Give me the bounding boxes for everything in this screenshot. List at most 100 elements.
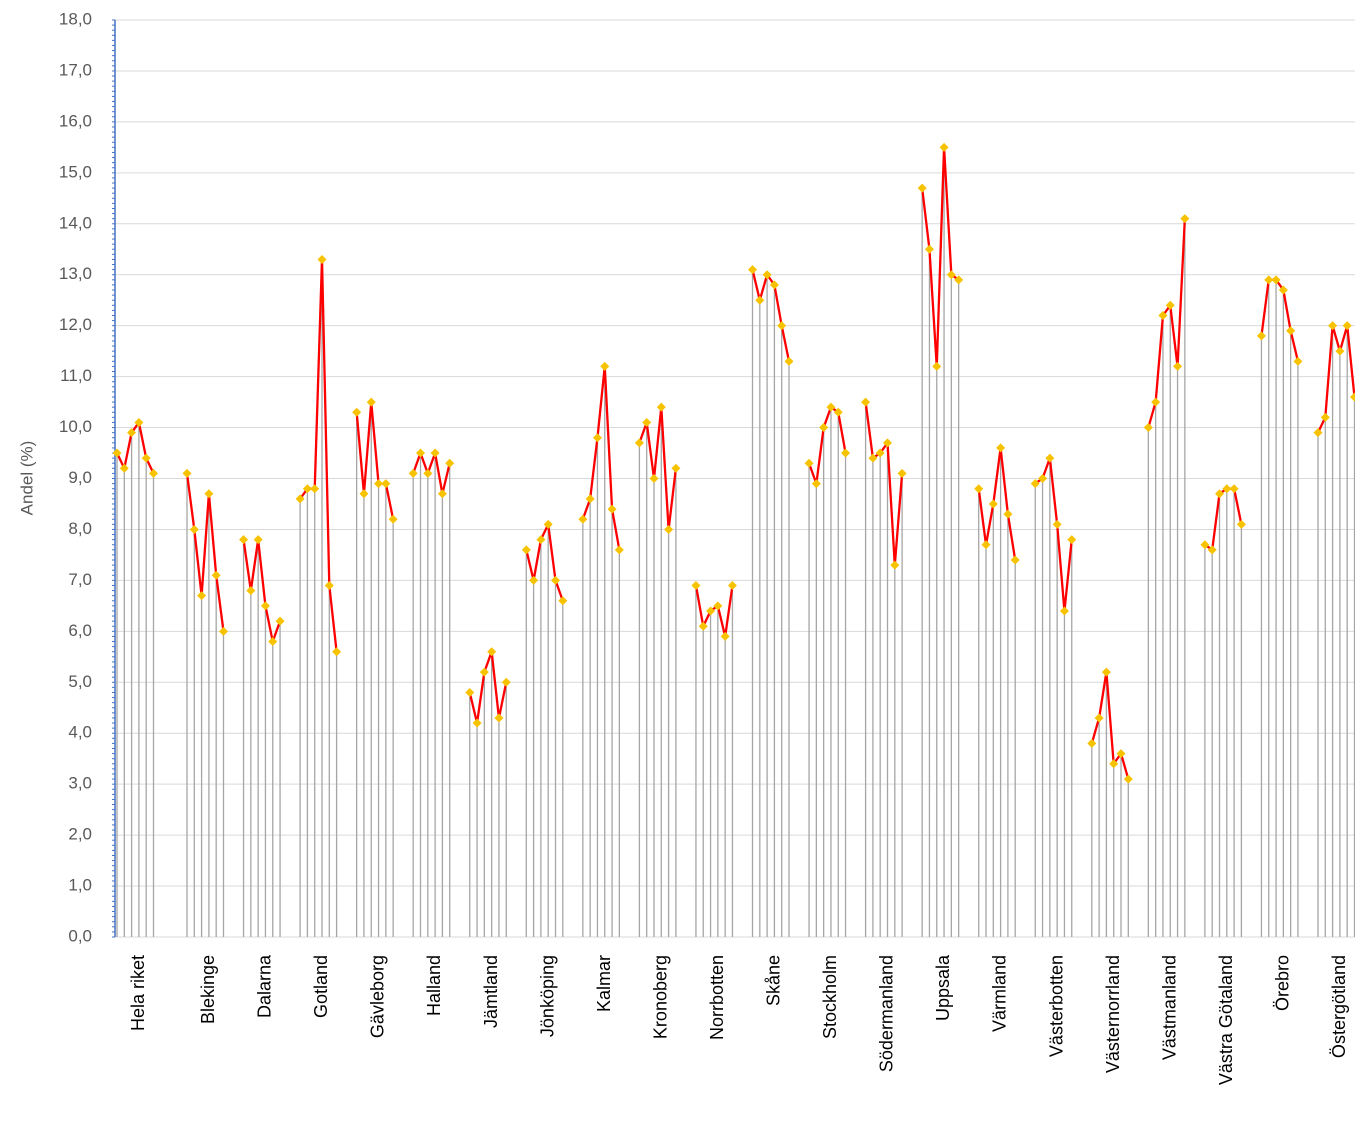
marker <box>981 540 991 550</box>
marker <box>408 468 418 478</box>
marker <box>219 626 228 636</box>
marker <box>119 463 129 473</box>
y-tick-label: 1,0 <box>68 876 92 895</box>
y-tick-label: 8,0 <box>68 519 92 538</box>
line <box>468 651 508 724</box>
marker <box>1158 310 1168 320</box>
marker <box>1229 484 1239 494</box>
marker <box>260 601 270 611</box>
marker <box>1328 321 1338 331</box>
marker <box>1293 356 1303 366</box>
y-tick-label: 17,0 <box>59 60 92 79</box>
y-tick-label: 15,0 <box>59 162 92 181</box>
marker <box>826 402 836 412</box>
marker <box>1052 519 1062 529</box>
marker <box>811 479 821 489</box>
line <box>807 405 847 484</box>
marker <box>310 484 320 494</box>
marker <box>197 591 207 601</box>
y-tick-label: 14,0 <box>59 213 92 232</box>
marker <box>720 631 730 641</box>
marker <box>543 519 553 529</box>
x-tick-label: Hela riket <box>128 955 148 1031</box>
marker <box>656 402 666 412</box>
y-tick-label: 6,0 <box>68 621 92 640</box>
marker <box>445 458 455 468</box>
marker <box>189 524 199 534</box>
marker <box>381 479 391 489</box>
marker <box>1313 428 1323 438</box>
marker <box>932 361 942 371</box>
y-tick-label: 5,0 <box>68 672 92 691</box>
marker <box>1173 361 1183 371</box>
marker <box>275 616 285 626</box>
x-tick-label: Örebro <box>1272 955 1292 1011</box>
line <box>921 147 960 367</box>
marker <box>430 448 440 458</box>
marker <box>437 489 447 499</box>
marker <box>465 687 475 697</box>
marker <box>494 713 504 723</box>
x-tick-label: Kronoberg <box>650 955 670 1039</box>
y-tick-label: 9,0 <box>68 468 92 487</box>
marker <box>239 535 249 545</box>
line <box>751 269 791 362</box>
marker <box>182 468 192 478</box>
marker <box>149 468 158 478</box>
marker <box>974 484 984 494</box>
marker <box>1045 453 1055 463</box>
marker <box>529 575 539 585</box>
marker <box>698 621 708 631</box>
y-tick-label: 12,0 <box>59 315 92 334</box>
y-tick-label: 10,0 <box>59 417 92 436</box>
marker <box>946 270 956 280</box>
line <box>977 447 1017 561</box>
marker <box>804 458 814 468</box>
x-tick-label: Norrbotten <box>707 955 727 1040</box>
y-tick-label: 16,0 <box>59 111 92 130</box>
marker <box>713 601 723 611</box>
marker <box>634 438 644 448</box>
marker <box>127 428 137 438</box>
marker <box>1109 759 1119 769</box>
marker <box>1271 275 1281 285</box>
marker <box>1335 346 1345 356</box>
marker <box>253 535 263 545</box>
marker <box>868 453 878 463</box>
marker <box>521 545 531 555</box>
marker <box>1094 713 1104 723</box>
x-tick-label: Västerbotten <box>1046 955 1066 1057</box>
line <box>412 448 451 495</box>
x-tick-label: Västmanland <box>1159 955 1179 1060</box>
marker <box>423 468 433 478</box>
marker <box>755 295 765 305</box>
marker <box>295 494 305 504</box>
marker <box>1030 479 1040 489</box>
x-tick-label: Jämtland <box>481 955 501 1028</box>
marker <box>134 417 144 427</box>
line <box>1090 671 1130 780</box>
marker <box>649 474 659 483</box>
line <box>638 407 678 530</box>
marker <box>1101 667 1111 677</box>
marker <box>1200 540 1210 550</box>
marker <box>897 468 907 478</box>
marker <box>487 647 497 657</box>
x-tick-label: Jönköping <box>537 955 557 1037</box>
marker <box>592 433 602 443</box>
x-tick-label: Västernorrland <box>1103 955 1123 1073</box>
line <box>581 366 621 551</box>
y-tick-label: 11,0 <box>60 366 92 385</box>
marker <box>875 448 885 458</box>
marker <box>374 479 384 489</box>
y-tick-label: 0,0 <box>68 926 92 945</box>
marker <box>600 361 610 371</box>
y-tick-label: 13,0 <box>59 264 92 283</box>
marker <box>1010 555 1020 565</box>
marker <box>1278 285 1288 295</box>
line <box>355 401 395 520</box>
marker <box>585 494 595 504</box>
marker <box>1180 214 1190 224</box>
x-tick-label: Östergötland <box>1329 955 1349 1058</box>
marker <box>204 489 214 499</box>
